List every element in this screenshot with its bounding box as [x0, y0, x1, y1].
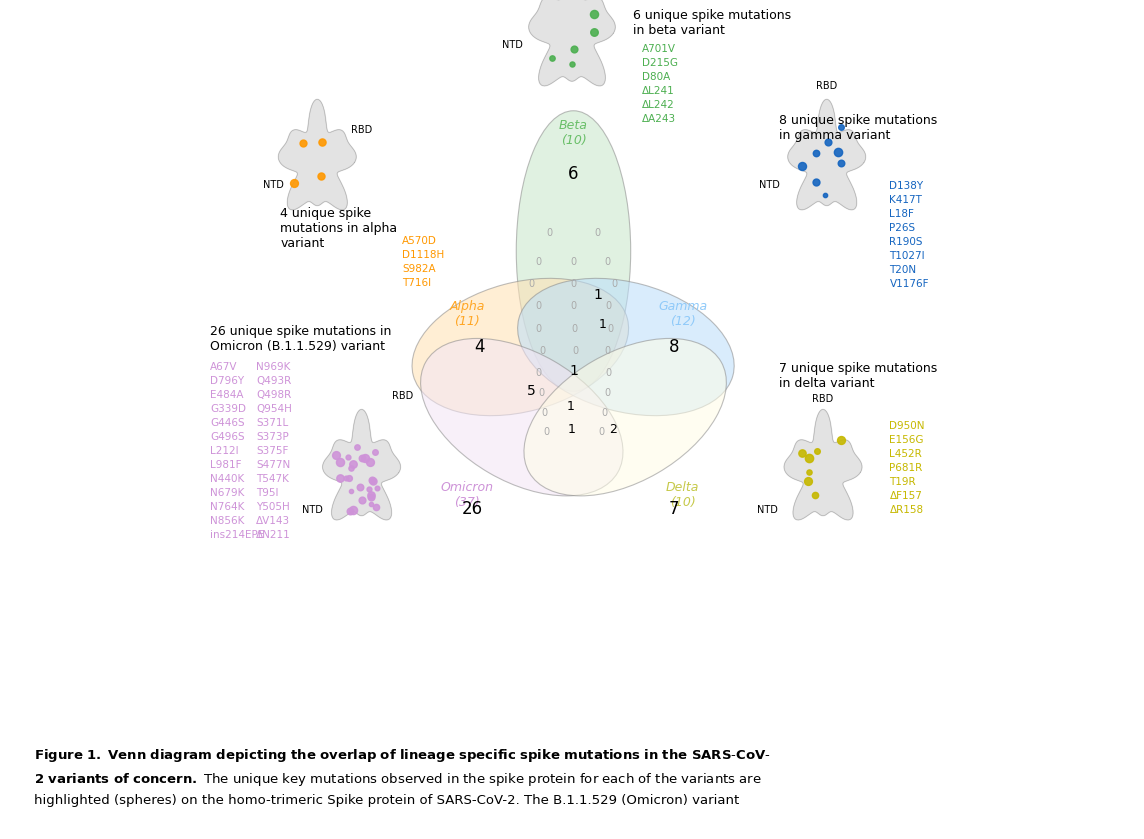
Text: 0: 0: [535, 324, 542, 334]
Text: 0: 0: [604, 388, 611, 398]
Text: NTD: NTD: [760, 180, 780, 190]
Text: 0: 0: [606, 367, 612, 378]
Text: RBD: RBD: [391, 391, 413, 401]
Text: 0: 0: [571, 301, 577, 311]
Text: 1: 1: [569, 363, 578, 378]
Text: 0: 0: [540, 346, 546, 356]
Polygon shape: [323, 409, 400, 520]
Text: A67V
D796Y
E484A
G339D
G446S
G496S
L212I
L981F
N440K
N679K
N764K
N856K
ins214EPE: A67V D796Y E484A G339D G446S G496S L212I…: [210, 362, 264, 539]
Polygon shape: [788, 99, 866, 210]
Text: 0: 0: [535, 367, 542, 378]
Text: 0: 0: [602, 409, 607, 419]
Text: 0: 0: [547, 227, 553, 237]
Text: RBD: RBD: [812, 394, 834, 404]
Polygon shape: [278, 99, 356, 210]
Text: 0: 0: [598, 427, 604, 437]
Ellipse shape: [421, 338, 623, 496]
Text: 5: 5: [527, 384, 535, 399]
Text: 1: 1: [594, 289, 602, 302]
Text: NTD: NTD: [502, 40, 523, 50]
Text: 0: 0: [606, 301, 612, 311]
Text: 4: 4: [475, 338, 485, 356]
Text: 0: 0: [604, 346, 611, 356]
Text: NTD: NTD: [757, 505, 778, 515]
Text: D138Y
K417T
L18F
P26S
R190S
T1027I
T20N
V1176F: D138Y K417T L18F P26S R190S T1027I T20N …: [890, 181, 929, 289]
Text: 1: 1: [569, 423, 575, 436]
Text: 1: 1: [599, 318, 607, 331]
Ellipse shape: [516, 111, 630, 391]
Text: 0: 0: [571, 279, 577, 289]
Text: 8: 8: [668, 338, 680, 356]
Text: 0: 0: [607, 324, 613, 334]
Text: $\bf{Figure\ 1.\ Venn\ diagram\ depicting\ the\ overlap\ of\ lineage\ specific\ : $\bf{Figure\ 1.\ Venn\ diagram\ depictin…: [34, 747, 771, 807]
Text: 26: 26: [462, 500, 483, 519]
Ellipse shape: [524, 338, 726, 496]
Text: 0: 0: [535, 301, 542, 311]
Text: A701V
D215G
D80A
ΔL241
ΔL242
ΔA243: A701V D215G D80A ΔL241 ΔL242 ΔA243: [642, 44, 678, 124]
Text: RBD: RBD: [816, 81, 837, 91]
Text: 6: 6: [569, 164, 579, 183]
Text: 0: 0: [571, 257, 577, 267]
Text: NTD: NTD: [262, 180, 284, 190]
Text: 0: 0: [543, 427, 549, 437]
Text: D950N
E156G
L452R
P681R
T19R
ΔF157
ΔR158: D950N E156G L452R P681R T19R ΔF157 ΔR158: [890, 421, 925, 515]
Text: N969K
Q493R
Q498R
Q954H
S371L
S373P
S375F
S477N
T547K
T95I
Y505H
ΔV143
ΔN211: N969K Q493R Q498R Q954H S371L S373P S375…: [256, 362, 292, 539]
Text: 1: 1: [566, 399, 574, 413]
Ellipse shape: [412, 279, 628, 415]
Text: 0: 0: [572, 346, 578, 356]
Text: 4 unique spike
mutations in alpha
variant: 4 unique spike mutations in alpha varian…: [280, 206, 397, 250]
Text: 0: 0: [538, 388, 545, 398]
Text: Delta
(10): Delta (10): [666, 481, 699, 508]
Text: NTD: NTD: [302, 505, 323, 515]
Text: 7 unique spike mutations
in delta variant: 7 unique spike mutations in delta varian…: [779, 362, 937, 390]
Text: 8 unique spike mutations
in gamma variant: 8 unique spike mutations in gamma varian…: [779, 114, 937, 143]
Text: 0: 0: [541, 409, 547, 419]
Text: RBD: RBD: [351, 125, 372, 135]
Text: 0: 0: [604, 257, 611, 267]
Text: 0: 0: [595, 227, 601, 237]
Text: 0: 0: [535, 257, 542, 267]
Text: Gamma
(12): Gamma (12): [658, 300, 707, 328]
Text: 6 unique spike mutations
in beta variant: 6 unique spike mutations in beta variant: [633, 9, 791, 37]
Polygon shape: [529, 0, 615, 86]
Polygon shape: [784, 409, 861, 520]
Text: A570D
D1118H
S982A
T716I: A570D D1118H S982A T716I: [403, 237, 444, 289]
Text: 26 unique spike mutations in
Omicron (B.1.1.529) variant: 26 unique spike mutations in Omicron (B.…: [210, 325, 391, 353]
Text: 7: 7: [668, 500, 680, 519]
Text: 0: 0: [571, 324, 578, 334]
Text: Beta
(10): Beta (10): [559, 119, 588, 147]
Text: Alpha
(11): Alpha (11): [450, 300, 485, 328]
Ellipse shape: [517, 279, 734, 415]
Text: Omicron
(37): Omicron (37): [440, 481, 494, 508]
Text: 0: 0: [611, 279, 617, 289]
Text: 0: 0: [529, 279, 534, 289]
Text: 2: 2: [610, 423, 618, 436]
